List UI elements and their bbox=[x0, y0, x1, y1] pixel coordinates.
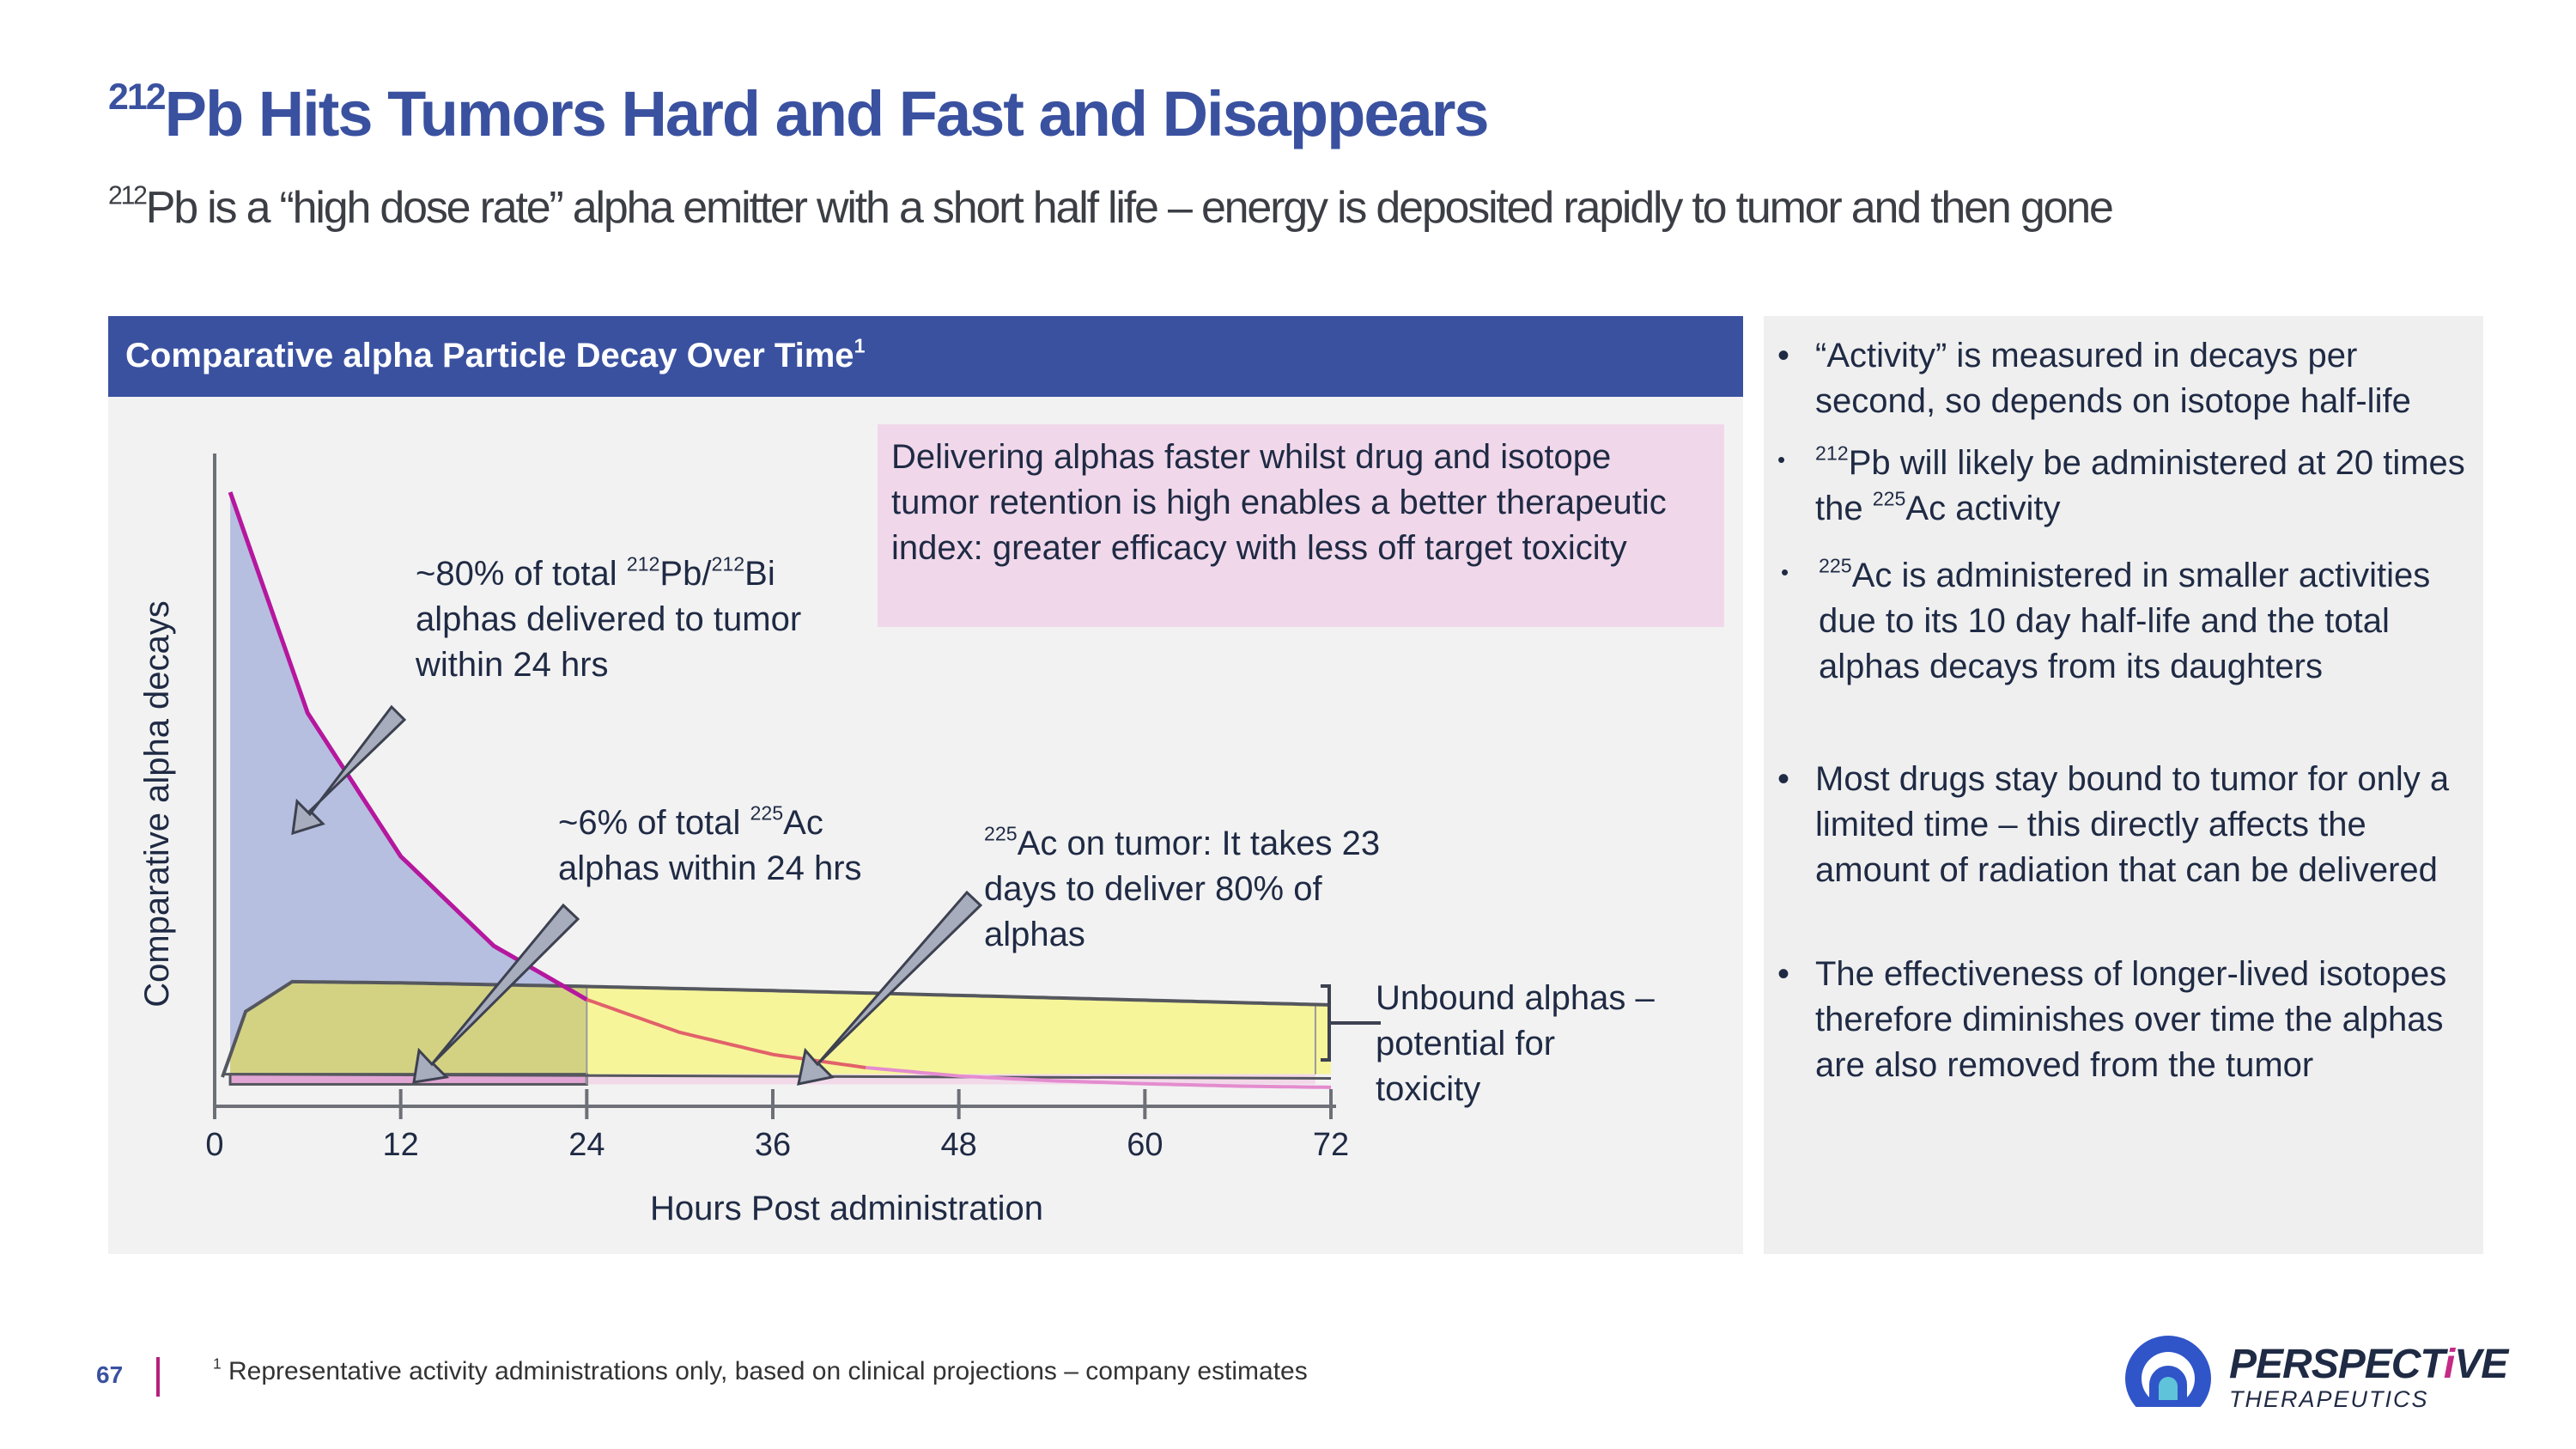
ac-tumor-annotation: 225Ac on tumor: It takes 23 days to deli… bbox=[984, 822, 1381, 953]
arrow-ac-tumor-icon bbox=[797, 890, 983, 1086]
note-effectiveness: The effectiveness of longer-lived isotop… bbox=[1777, 952, 2476, 1088]
ac-series-line bbox=[221, 979, 1332, 1078]
logo-mark-icon bbox=[2121, 1336, 2217, 1426]
decay-chart: 0 12 24 36 48 60 72 Hours Post administration … bbox=[138, 424, 1724, 1227]
x-tick-label-12: 12 bbox=[383, 1127, 419, 1163]
unbound-annotation: Unbound alphas – potential for toxicity bbox=[1376, 979, 1655, 1108]
chart-regions bbox=[228, 492, 1331, 1086]
x-axis-label: Hours Post administration bbox=[650, 1190, 1043, 1227]
page-title: 212Pb Hits Tumors Hard and Fast and Disa… bbox=[108, 76, 1490, 149]
page-number: 67 bbox=[96, 1361, 124, 1388]
ac-unbound-region bbox=[586, 986, 1331, 1075]
logo-subtitle: THERAPEUTICS bbox=[2229, 1386, 2429, 1412]
note-ac-activity: 225Ac is administered in smaller activit… bbox=[1781, 550, 2480, 690]
pb-area-region bbox=[230, 492, 587, 1075]
y-axis-label: Comparative alpha decays bbox=[138, 600, 176, 1008]
callout-text: Delivering alphas faster whilst drug and… bbox=[891, 438, 1667, 567]
x-tick-label-36: 36 bbox=[755, 1127, 791, 1163]
ac-baseline-line bbox=[222, 1073, 1332, 1080]
unbound-band bbox=[586, 1074, 1315, 1085]
x-tick-label-24: 24 bbox=[568, 1127, 605, 1163]
chart-title: Comparative alpha Particle Decay Over Ti… bbox=[125, 334, 866, 374]
footer-divider bbox=[156, 1357, 160, 1397]
note-pb-activity: 212Pb will likely be administered at 20 … bbox=[1777, 437, 2476, 532]
x-tick-label-72: 72 bbox=[1313, 1127, 1349, 1163]
ac6-annotation: ~6% of total 225Ac alphas within 24 hrs bbox=[558, 801, 862, 887]
page-subtitle: 212Pb is a “high dose rate” alpha emitte… bbox=[108, 181, 2114, 233]
x-tick-label-48: 48 bbox=[941, 1127, 977, 1163]
x-ticks: 0 12 24 36 48 60 72 bbox=[205, 1089, 1349, 1163]
note-activity: “Activity” is measured in decays per sec… bbox=[1777, 333, 2476, 424]
callout-box bbox=[878, 424, 1724, 627]
ac-24h-region bbox=[230, 981, 587, 1075]
unbound-bracket bbox=[1321, 984, 1381, 1062]
arrow-ac6-icon bbox=[412, 903, 580, 1084]
x-tick-label-0: 0 bbox=[205, 1127, 223, 1163]
note-tumor-binding: Most drugs stay bound to tumor for only … bbox=[1777, 757, 2476, 893]
chart-header: Comparative alpha Particle Decay Over Ti… bbox=[108, 316, 1743, 397]
arrow-pb-icon bbox=[291, 704, 407, 836]
pb-annotation: ~80% of total 212Pb/212Bi alphas deliver… bbox=[416, 552, 802, 684]
pb-series-line-tail bbox=[866, 1066, 1332, 1089]
notes-panel: “Activity” is measured in decays per sec… bbox=[1764, 316, 2483, 1254]
footnote: 1 Representative activity administration… bbox=[213, 1355, 1308, 1385]
x-tick-label-60: 60 bbox=[1127, 1127, 1163, 1163]
logo-name: PERSPECTiVE bbox=[2229, 1342, 2508, 1387]
